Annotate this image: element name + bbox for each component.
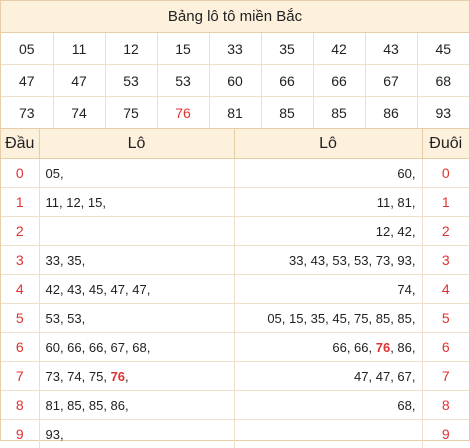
dau-digit: 7 <box>1 362 39 391</box>
result-number: 85 <box>313 97 365 129</box>
duoi-digit: 2 <box>422 217 469 246</box>
lo-text: 73, 74, 75, <box>46 369 111 384</box>
dau-digit: 0 <box>1 159 39 188</box>
dau-lo-list: 42, 43, 45, 47, 47, <box>39 275 234 304</box>
duoi-digit: 6 <box>422 333 469 362</box>
dau-digit: 9 <box>1 420 39 448</box>
result-number: 60 <box>209 65 261 97</box>
duoi-digit: 9 <box>422 420 469 448</box>
result-number: 66 <box>261 65 313 97</box>
duoi-digit: 8 <box>422 391 469 420</box>
dau-lo-list: 93, <box>39 420 234 448</box>
duoi-lo-list <box>234 420 422 448</box>
result-number: 33 <box>209 33 261 65</box>
duoi-lo-list: 05, 15, 35, 45, 75, 85, 85, <box>234 304 422 333</box>
duoi-digit: 1 <box>422 188 469 217</box>
header-lo-left: Lô <box>39 129 234 159</box>
duoi-digit: 0 <box>422 159 469 188</box>
duoi-lo-list: 74, <box>234 275 422 304</box>
dau-digit: 1 <box>1 188 39 217</box>
dau-lo-list: 05, <box>39 159 234 188</box>
result-number: 74 <box>53 97 105 129</box>
result-number: 47 <box>53 65 105 97</box>
result-number: 67 <box>365 65 417 97</box>
dau-lo-list: 81, 85, 85, 86, <box>39 391 234 420</box>
dau-digit: 8 <box>1 391 39 420</box>
duoi-digit: 3 <box>422 246 469 275</box>
lo-highlight: 76 <box>376 340 390 355</box>
result-number: 66 <box>313 65 365 97</box>
dau-lo-list <box>39 217 234 246</box>
table-header-row: Đầu Lô Lô Đuôi <box>1 129 469 159</box>
lo-text: , <box>125 369 129 384</box>
dau-digit: 2 <box>1 217 39 246</box>
result-number: 05 <box>1 33 53 65</box>
duoi-lo-list: 68, <box>234 391 422 420</box>
dau-lo-list: 53, 53, <box>39 304 234 333</box>
result-number: 11 <box>53 33 105 65</box>
result-number: 12 <box>105 33 157 65</box>
result-number: 73 <box>1 97 53 129</box>
result-number: 42 <box>313 33 365 65</box>
dau-digit: 3 <box>1 246 39 275</box>
result-number: 45 <box>417 33 469 65</box>
result-number: 85 <box>261 97 313 129</box>
result-number: 53 <box>105 65 157 97</box>
lo-text: 66, 66, <box>332 340 375 355</box>
dau-lo-list: 60, 66, 66, 67, 68, <box>39 333 234 362</box>
result-number: 81 <box>209 97 261 129</box>
duoi-digit: 5 <box>422 304 469 333</box>
duoi-lo-list: 47, 47, 67, <box>234 362 422 391</box>
result-number: 93 <box>417 97 469 129</box>
lo-highlight: 76 <box>111 369 125 384</box>
result-number: 35 <box>261 33 313 65</box>
dau-digit: 6 <box>1 333 39 362</box>
dau-lo-list: 73, 74, 75, 76, <box>39 362 234 391</box>
result-number: 43 <box>365 33 417 65</box>
dau-digit: 4 <box>1 275 39 304</box>
dau-lo-list: 33, 35, <box>39 246 234 275</box>
dau-lo-list: 11, 12, 15, <box>39 188 234 217</box>
lo-text: , 86, <box>390 340 415 355</box>
result-number: 75 <box>105 97 157 129</box>
result-number: 76 <box>157 97 209 129</box>
result-number: 15 <box>157 33 209 65</box>
duoi-lo-list: 33, 43, 53, 53, 73, 93, <box>234 246 422 275</box>
header-lo-right: Lô <box>234 129 422 159</box>
duoi-lo-list: 11, 81, <box>234 188 422 217</box>
result-number: 53 <box>157 65 209 97</box>
result-number: 68 <box>417 65 469 97</box>
header-duoi: Đuôi <box>422 129 469 159</box>
result-number: 47 <box>1 65 53 97</box>
dau-digit: 5 <box>1 304 39 333</box>
duoi-digit: 7 <box>422 362 469 391</box>
result-number: 86 <box>365 97 417 129</box>
duoi-lo-list: 60, <box>234 159 422 188</box>
duoi-lo-list: 12, 42, <box>234 217 422 246</box>
duoi-lo-list: 66, 66, 76, 86, <box>234 333 422 362</box>
header-dau: Đầu <box>1 129 39 159</box>
board-title: Bảng lô tô miền Bắc <box>1 1 469 33</box>
duoi-digit: 4 <box>422 275 469 304</box>
